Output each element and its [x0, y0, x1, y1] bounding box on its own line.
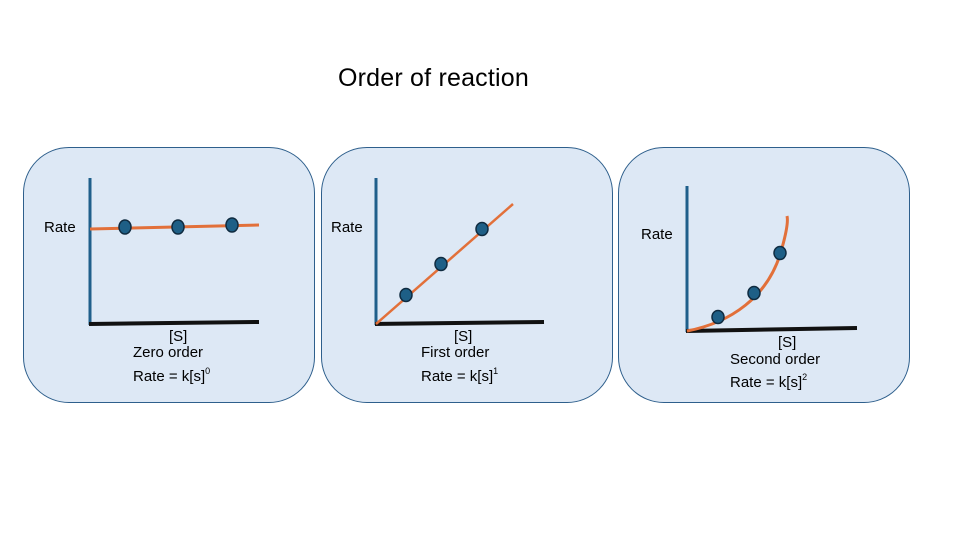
- order-name: Zero order: [133, 344, 204, 361]
- data-point: [118, 219, 132, 235]
- first-order-panel: Rate [S] First order Rate = k[s]1: [321, 147, 613, 403]
- data-point: [171, 219, 185, 235]
- second-order-panel: Rate [S] Second order Rate = k[s]2: [618, 147, 910, 403]
- data-point: [773, 245, 787, 261]
- x-axis-label: [S]: [454, 328, 473, 345]
- exponent: 2: [802, 372, 808, 382]
- x-axis-label: [S]: [169, 328, 188, 345]
- data-point: [225, 217, 239, 233]
- x-axis: [374, 320, 545, 326]
- order-name: First order: [421, 344, 490, 361]
- data-point: [434, 256, 448, 272]
- rate-curve: [686, 215, 789, 333]
- data-point: [747, 285, 761, 301]
- first-order-graph: [374, 178, 545, 326]
- exponent: 0: [205, 366, 211, 376]
- second-order-graph: [685, 186, 858, 333]
- rate-equation: Rate = k[s]1: [421, 366, 499, 385]
- exponent: 1: [493, 366, 499, 376]
- zero-order-graph: [88, 178, 260, 326]
- data-point: [711, 309, 725, 325]
- y-axis-label: Rate: [44, 219, 76, 236]
- zero-order-panel: Rate [S] Zero order Rate = k[s]0: [23, 147, 315, 403]
- data-point: [399, 287, 413, 303]
- x-axis-label: [S]: [778, 334, 797, 351]
- rate-equation: Rate = k[s]0: [133, 366, 211, 385]
- page-title: Order of reaction: [338, 64, 529, 92]
- y-axis-label: Rate: [331, 219, 363, 236]
- order-name: Second order: [730, 351, 821, 368]
- x-axis: [685, 326, 858, 333]
- y-axis-label: Rate: [641, 226, 673, 243]
- x-axis: [88, 320, 260, 326]
- rate-equation: Rate = k[s]2: [730, 372, 808, 391]
- data-point: [475, 221, 489, 237]
